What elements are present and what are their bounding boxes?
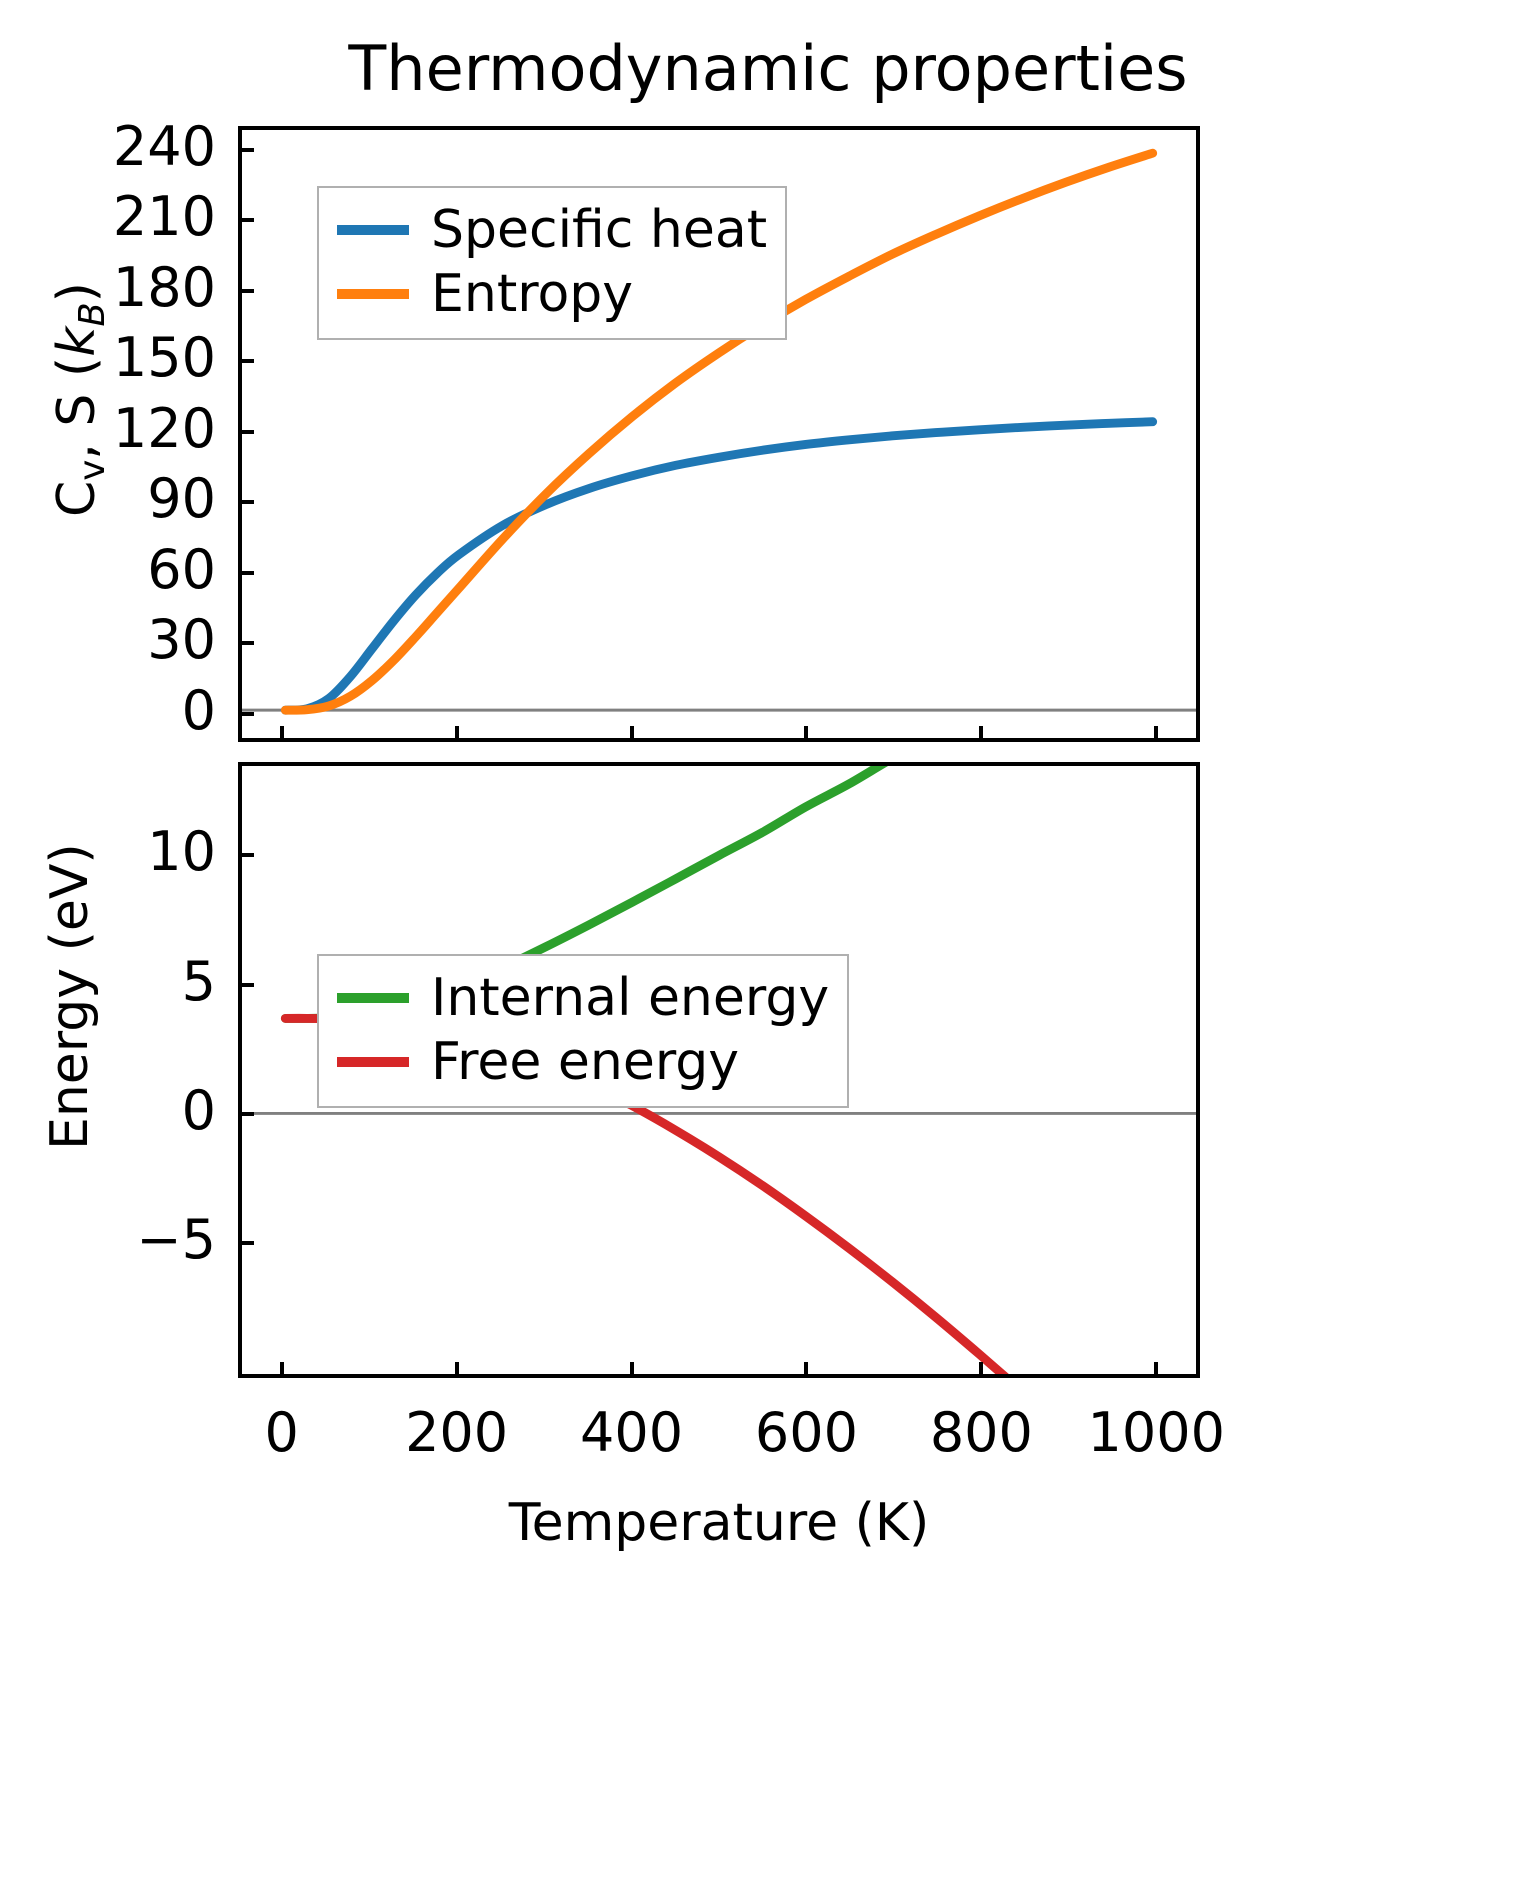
xtick-label: 600: [754, 1401, 858, 1464]
bottom-ytick-label: −5: [136, 1208, 216, 1272]
top-ytick-label: 150: [112, 326, 216, 390]
xtick-label: 1000: [1087, 1401, 1225, 1464]
top-ytick-mark: [238, 218, 254, 223]
legend-swatch-internal-energy: [337, 993, 409, 1003]
top-panel-y-axis-title: Cv, S (kB): [47, 282, 113, 517]
top-panel-legend: Specific heat Entropy: [317, 186, 788, 340]
bottom-ytick-label: 0: [181, 1079, 216, 1142]
bottom-ytick-mark: [238, 853, 254, 858]
top-xtick-mark: [804, 726, 809, 742]
xtick-label: 800: [929, 1401, 1033, 1464]
top-ytick-label: 30: [147, 608, 216, 672]
legend-label-internal-energy: Internal energy: [431, 968, 830, 1028]
top-ytick-label: 120: [112, 396, 216, 460]
figure-title: Thermodynamic properties: [348, 32, 1188, 105]
bottom-xtick-mark: [979, 1362, 984, 1378]
bottom-panel-legend: Internal energy Free energy: [317, 954, 850, 1108]
ylabel-mid: , S (: [47, 356, 108, 460]
series-line-entropy: [280, 148, 1158, 715]
top-ytick-mark: [238, 500, 254, 505]
top-ytick-label: 180: [112, 255, 216, 319]
top-ytick-mark: [238, 711, 254, 716]
top-ytick-mark: [238, 641, 254, 646]
legend-item-specific-heat[interactable]: Specific heat: [337, 198, 767, 262]
legend-item-internal-energy[interactable]: Internal energy: [337, 966, 829, 1030]
top-ytick-mark: [238, 429, 254, 434]
top-xtick-mark: [979, 726, 984, 742]
top-ytick-label: 240: [112, 114, 216, 178]
xtick-label: 200: [405, 1401, 509, 1464]
top-ytick-mark: [238, 147, 254, 152]
top-ytick-mark: [238, 359, 254, 364]
xtick-label: 0: [264, 1401, 299, 1464]
bottom-xtick-mark: [454, 1362, 459, 1378]
top-ytick-label: 90: [147, 467, 216, 531]
bottom-xtick-mark: [1154, 1362, 1159, 1378]
legend-swatch-specific-heat: [337, 225, 409, 235]
top-xtick-mark: [279, 726, 284, 742]
legend-label-specific-heat: Specific heat: [431, 200, 768, 260]
bottom-ytick-label: 10: [147, 820, 216, 884]
legend-swatch-entropy: [337, 289, 409, 299]
ylabel-c: C: [47, 480, 108, 517]
bottom-xtick-mark: [804, 1362, 809, 1378]
ylabel-end: ): [47, 282, 108, 303]
legend-label-free-energy: Free energy: [431, 1032, 740, 1092]
legend-item-entropy[interactable]: Entropy: [337, 262, 767, 326]
top-ytick-label: 210: [112, 185, 216, 249]
top-xtick-mark: [1154, 726, 1159, 742]
top-ytick-label: 60: [147, 537, 216, 601]
bottom-ytick-mark: [238, 1112, 254, 1116]
series-line-specific-heat: [280, 417, 1158, 715]
ylabel-b-subscript: B: [71, 302, 113, 327]
bottom-xtick-mark: [279, 1362, 284, 1378]
top-ytick-label: 0: [181, 678, 216, 742]
legend-item-free-energy[interactable]: Free energy: [337, 1030, 829, 1094]
top-ytick-mark: [238, 288, 254, 293]
top-ytick-mark: [238, 570, 254, 575]
top-xtick-mark: [629, 726, 634, 742]
bottom-panel-y-axis-title: Energy (eV): [40, 843, 100, 1150]
xtick-label: 400: [579, 1401, 684, 1464]
legend-swatch-free-energy: [337, 1057, 409, 1067]
bottom-ytick-label: 5: [181, 949, 216, 1013]
legend-label-entropy: Entropy: [431, 264, 634, 324]
top-xtick-mark: [454, 726, 459, 742]
bottom-ytick-mark: [238, 982, 254, 987]
ylabel-v-subscript: v: [71, 459, 113, 481]
bottom-xtick-mark: [629, 1362, 634, 1378]
ylabel-k-italic: k: [47, 326, 108, 357]
top-panel-plot-area: [242, 148, 1196, 715]
bottom-ytick-mark: [238, 1241, 254, 1246]
x-axis-title: Temperature (K): [508, 1493, 930, 1553]
